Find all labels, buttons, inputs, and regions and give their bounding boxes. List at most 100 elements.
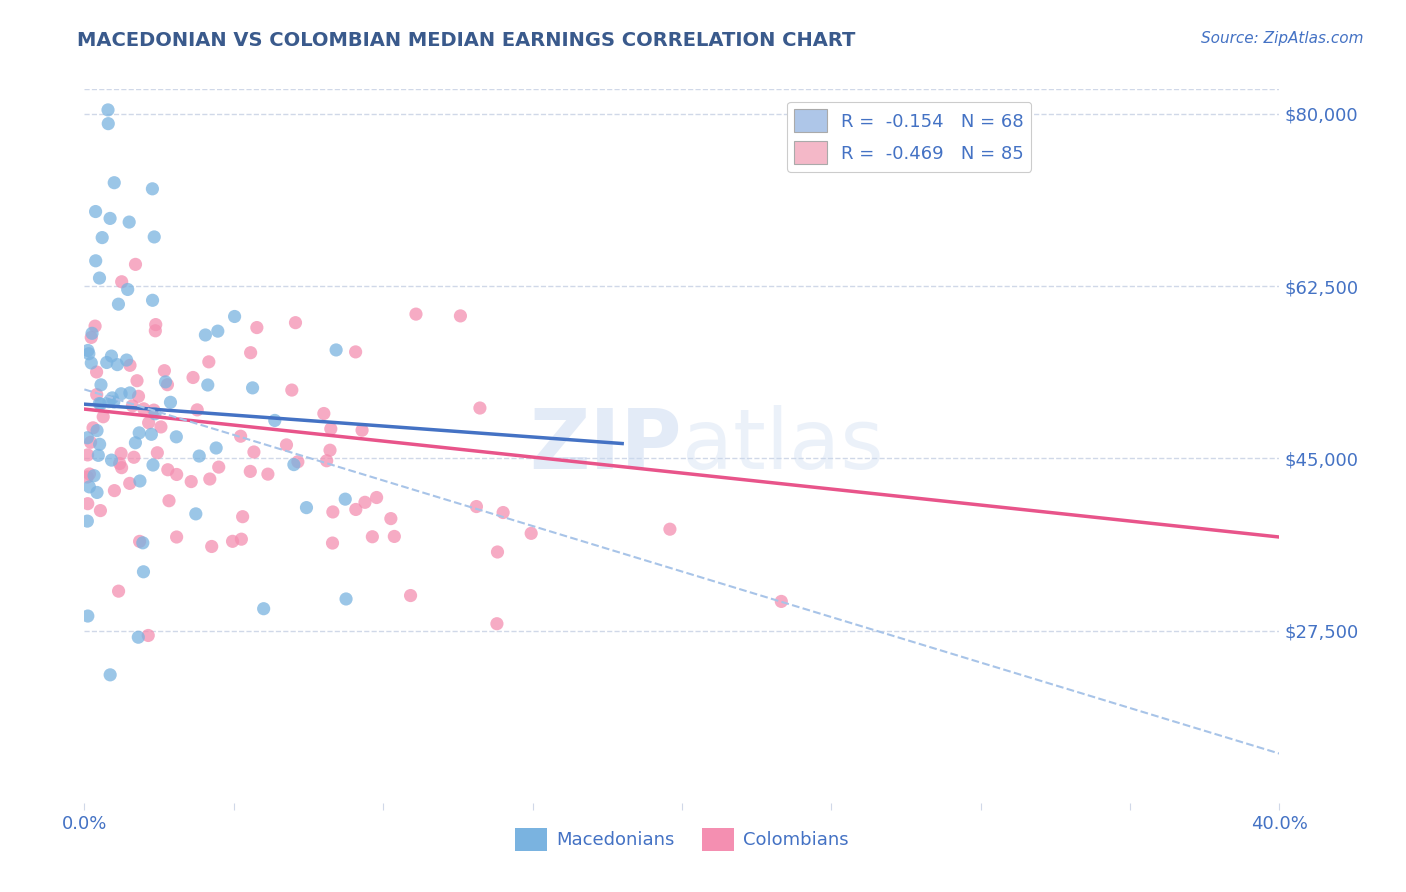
Point: [399, 589, 422, 603]
Point: [118, 385, 141, 400]
Point: [141, 182, 163, 196]
Point: [105, 358, 128, 372]
Point: [197, 378, 219, 392]
Point: [98, 668, 121, 682]
Point: [276, 438, 298, 452]
Point: [253, 601, 276, 615]
Point: [155, 375, 177, 389]
Text: atlas: atlas: [682, 406, 883, 486]
Point: [145, 318, 167, 332]
Point: [281, 383, 304, 397]
Point: [184, 507, 207, 521]
Point: [198, 355, 221, 369]
Point: [312, 407, 335, 421]
Point: [344, 345, 367, 359]
Point: [86, 485, 108, 500]
Point: [110, 386, 132, 401]
Point: [86, 424, 108, 438]
Point: [201, 540, 224, 554]
Point: [382, 529, 405, 543]
Point: [194, 328, 217, 343]
Point: [520, 526, 543, 541]
Point: [83, 468, 105, 483]
Point: [103, 176, 125, 190]
Point: [142, 403, 165, 417]
Point: [107, 584, 129, 599]
Point: [180, 475, 202, 489]
Point: [91, 409, 114, 424]
Point: [122, 450, 145, 465]
Point: [100, 349, 122, 363]
Point: [207, 324, 229, 338]
Point: [142, 458, 165, 472]
Point: [485, 616, 508, 631]
Point: [361, 530, 384, 544]
Point: [153, 364, 176, 378]
Point: [96, 355, 118, 369]
Point: [132, 401, 155, 416]
Point: [159, 395, 181, 409]
Point: [295, 500, 318, 515]
Text: MACEDONIAN VS COLOMBIAN MEDIAN EARNINGS CORRELATION CHART: MACEDONIAN VS COLOMBIAN MEDIAN EARNINGS …: [77, 31, 856, 50]
Point: [149, 420, 172, 434]
Point: [143, 407, 166, 421]
Point: [132, 565, 155, 579]
Point: [188, 449, 211, 463]
Point: [86, 387, 108, 401]
Point: [89, 396, 111, 410]
Point: [103, 395, 125, 409]
Point: [84, 253, 107, 268]
Point: [246, 320, 269, 334]
Point: [101, 391, 124, 405]
Point: [232, 509, 254, 524]
Point: [98, 211, 121, 226]
Point: [257, 467, 280, 482]
Point: [98, 394, 121, 409]
Point: [486, 545, 509, 559]
Point: [315, 454, 337, 468]
Point: [156, 377, 179, 392]
Point: [181, 370, 204, 384]
Point: [76, 514, 98, 528]
Point: [132, 536, 155, 550]
Point: [229, 429, 252, 443]
Point: [100, 453, 122, 467]
Point: [87, 448, 110, 462]
Text: Source: ZipAtlas.com: Source: ZipAtlas.com: [1201, 31, 1364, 46]
Point: [124, 257, 146, 271]
Point: [354, 495, 377, 509]
Point: [124, 435, 146, 450]
Point: [142, 293, 165, 308]
Point: [231, 532, 253, 546]
Point: [243, 445, 266, 459]
Point: [321, 536, 343, 550]
Point: [97, 103, 120, 117]
Point: [287, 455, 309, 469]
Point: [118, 476, 141, 491]
Point: [77, 343, 100, 358]
Point: [157, 493, 180, 508]
Point: [82, 421, 104, 435]
Point: [111, 275, 134, 289]
Point: [84, 204, 107, 219]
Point: [90, 377, 112, 392]
Point: [76, 497, 98, 511]
Point: [128, 389, 150, 403]
Point: [146, 446, 169, 460]
Point: [468, 401, 491, 415]
Point: [117, 283, 139, 297]
Point: [205, 441, 228, 455]
Point: [84, 319, 107, 334]
Point: [89, 503, 111, 517]
Point: [405, 307, 427, 321]
Point: [335, 492, 357, 507]
Point: [449, 309, 471, 323]
Point: [284, 316, 307, 330]
Point: [141, 427, 163, 442]
Point: [76, 431, 98, 445]
Point: [129, 474, 152, 488]
Point: [335, 591, 357, 606]
Point: [76, 448, 98, 462]
Point: [198, 472, 221, 486]
Point: [352, 423, 374, 437]
